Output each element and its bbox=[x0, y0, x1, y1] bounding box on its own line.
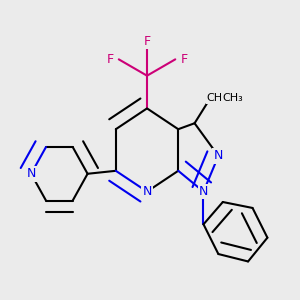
Text: F: F bbox=[143, 35, 151, 48]
Text: N: N bbox=[214, 149, 223, 162]
Text: N: N bbox=[199, 185, 208, 198]
Text: F: F bbox=[181, 53, 188, 66]
Text: N: N bbox=[142, 185, 152, 198]
Text: N: N bbox=[26, 167, 36, 180]
Text: CH₃: CH₃ bbox=[222, 93, 243, 103]
Text: F: F bbox=[106, 53, 113, 66]
Text: CH₃: CH₃ bbox=[206, 93, 227, 103]
